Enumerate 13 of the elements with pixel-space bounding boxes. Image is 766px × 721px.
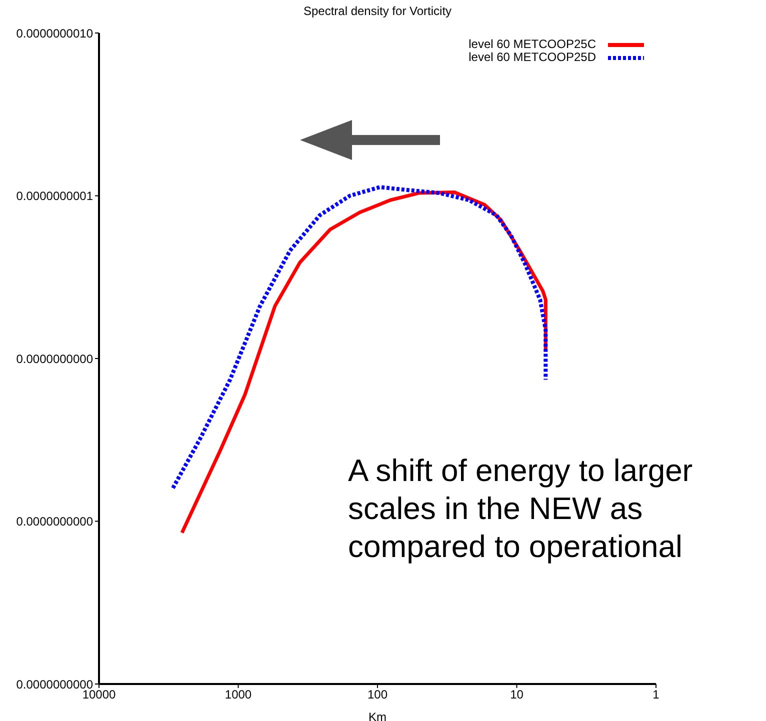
x-tick-label: 1000 [224, 688, 252, 702]
annotation: A shift of energy to larger scales in the NEW as compared to operational [340, 438, 766, 580]
x-axis-title: Km [368, 710, 387, 721]
y-tick-label: 0.0000000000 [16, 352, 94, 366]
y-tick-label: 0.0000000000 [16, 514, 94, 529]
x-tick-label: 1 [652, 688, 660, 702]
y-tick-label: 0.0000000010 [16, 26, 94, 40]
x-tick-label: 100 [367, 688, 388, 702]
x-tick-label: 10 [510, 688, 524, 702]
chart-title: Spectral density for Vorticity [302, 4, 453, 18]
legend-label: level 60 METCOOP25D [468, 50, 596, 64]
legend-label: level 60 METCOOP25C [468, 37, 596, 51]
y-tick-label: 0.0000000001 [16, 189, 94, 204]
